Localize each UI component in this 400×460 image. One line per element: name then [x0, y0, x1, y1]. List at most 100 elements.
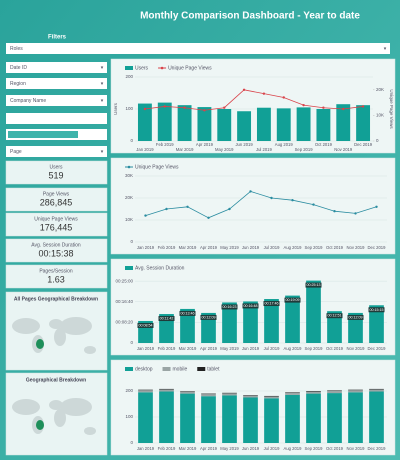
value-label-bg: [368, 307, 385, 313]
bar: [296, 107, 311, 141]
filter-box[interactable]: [6, 95, 107, 106]
kpi-label: Users: [49, 164, 63, 170]
bar: [369, 388, 384, 390]
bar: [264, 395, 279, 397]
bar: [159, 391, 174, 443]
value-label: 00:25:13: [307, 283, 321, 287]
kpi-value: 286,845: [40, 197, 73, 207]
legend-swatch: [125, 266, 133, 270]
map-land: [12, 399, 40, 415]
bar: [159, 389, 174, 392]
x-tick-label: Feb 2019: [158, 245, 176, 250]
value-label-bg: [263, 301, 280, 307]
value-label-bg: [221, 304, 238, 310]
value-label-bg: [200, 314, 217, 320]
point: [143, 107, 147, 111]
bar: [159, 388, 174, 390]
point: [228, 207, 231, 211]
legend-label: Unique Page Views: [135, 164, 179, 170]
bar: [348, 312, 363, 343]
point: [163, 105, 166, 108]
y-tick-label: 30K: [125, 173, 133, 178]
bar: [327, 393, 342, 443]
bar: [237, 111, 252, 141]
point: [144, 214, 147, 217]
bar: [197, 107, 212, 141]
bar: [138, 389, 153, 391]
legend-swatch: [125, 367, 133, 371]
filter-box[interactable]: [6, 43, 390, 54]
x-tick-label: May 2019: [220, 446, 239, 451]
y2-axis-label: Unique Page Views: [389, 89, 394, 129]
legend-label: tablet: [207, 366, 220, 372]
x-tick-label: May 2019: [220, 346, 239, 351]
x-tick-label: Nov 2019: [347, 245, 366, 250]
bar: [369, 389, 384, 392]
x-tick-label: Dec 2019: [368, 245, 387, 250]
bar: [201, 393, 216, 395]
y-tick-label: 100: [125, 106, 133, 111]
map-land: [60, 398, 92, 416]
x-tick-label: Dec 2019: [354, 142, 373, 147]
bar: [180, 393, 195, 443]
bar: [138, 390, 153, 393]
x-tick-label: Apr 2019: [200, 346, 218, 351]
x-tick-label: Jul 2019: [264, 346, 281, 351]
filter-box[interactable]: [6, 146, 107, 157]
map-land: [84, 346, 96, 354]
legend-swatch: [197, 367, 206, 371]
value-label-bg: [284, 297, 301, 303]
map-region: [36, 420, 44, 430]
y-tick-label: 200: [125, 74, 133, 79]
filter-label: Roles: [10, 46, 23, 52]
y-tick-label: 20K: [125, 195, 133, 200]
value-label-bg: [158, 316, 175, 322]
map-land: [49, 400, 63, 410]
map-land: [54, 409, 66, 427]
value-label-bg: [179, 310, 196, 316]
map-land: [54, 328, 66, 346]
legend-label: Users: [135, 65, 149, 71]
value-label: 00:12:09: [349, 315, 363, 319]
filter-box[interactable]: [6, 113, 107, 124]
x-tick-label: Dec 2019: [368, 446, 387, 451]
x-tick-label: Aug 2019: [284, 346, 303, 351]
filter-box[interactable]: [6, 78, 107, 89]
filters-title: Filters: [48, 35, 67, 41]
bar: [285, 394, 300, 443]
kpi-card: [5, 160, 108, 185]
chart-panel: [110, 58, 396, 154]
line: [145, 190, 377, 219]
dashboard-title: Monthly Comparison Dashboard - Year to d…: [140, 11, 360, 22]
value-label: 00:16:23: [223, 305, 237, 309]
x-tick-label: Jan 2019: [137, 245, 155, 250]
bar: [137, 103, 152, 141]
y-tick-label: 00:08:20: [115, 320, 133, 325]
x-tick-label: Jan 2019: [136, 147, 154, 152]
x-tick-label: Mar 2019: [179, 245, 197, 250]
y-tick-label: 200: [125, 388, 133, 393]
bar: [243, 395, 258, 396]
kpi-label: Pages/Session: [39, 268, 73, 274]
y-tick-label: 0: [376, 138, 379, 143]
y-tick-label: 10K: [125, 217, 133, 222]
x-tick-label: Jul 2019: [264, 245, 281, 250]
point: [302, 103, 305, 107]
value-label: 00:13:46: [181, 311, 195, 315]
value-label: 00:12:51: [328, 314, 342, 318]
bar: [306, 393, 321, 443]
value-label: 00:19:09: [286, 298, 300, 302]
filter-arrow: ▾: [101, 98, 104, 104]
x-tick-label: Apr 2019: [200, 446, 218, 451]
point: [282, 96, 285, 99]
legend-label: Unique Page Views: [168, 65, 212, 71]
point: [312, 203, 315, 206]
point: [203, 109, 206, 112]
value-label-bg: [242, 303, 259, 309]
bar: [243, 397, 258, 443]
bar: [264, 396, 279, 399]
filter-label: Company Name: [10, 98, 46, 104]
point: [322, 106, 325, 109]
filter-box[interactable]: [6, 62, 107, 73]
value-label: 00:12:09: [202, 315, 216, 319]
